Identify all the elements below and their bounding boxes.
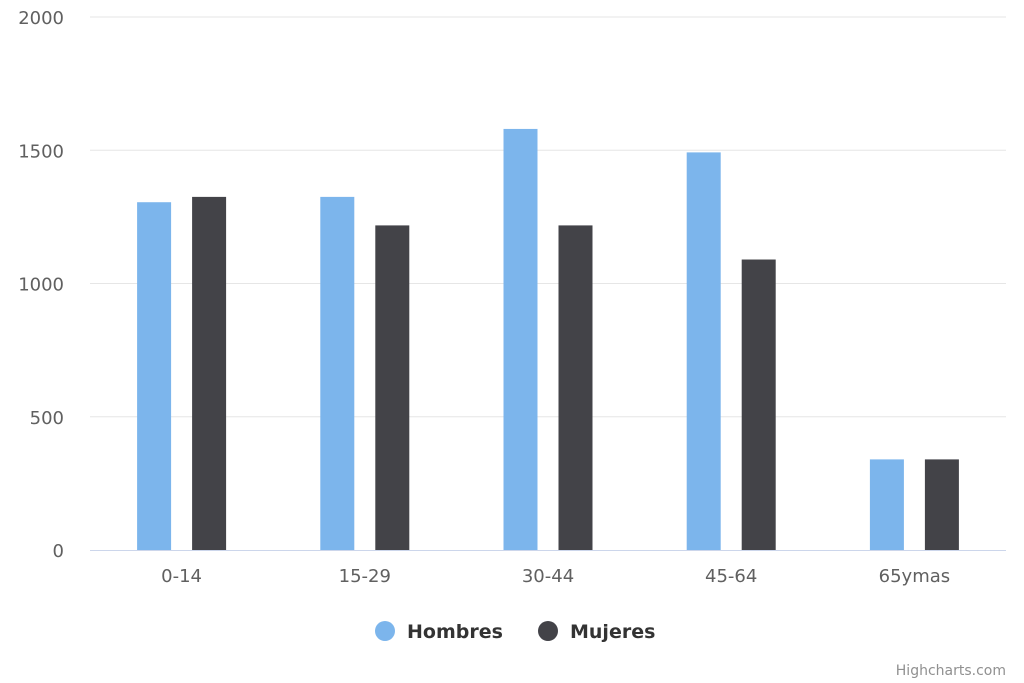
bar-hombres-45-64[interactable]: [686, 152, 721, 550]
y-tick-label: 0: [53, 541, 64, 562]
legend-label: Mujeres: [570, 621, 655, 643]
bar-hombres-30-44[interactable]: [503, 128, 538, 550]
x-axis-labels: 0-14 15-29 30-44 45-64 65ymas: [161, 566, 950, 587]
bar-hombres-65ymas[interactable]: [869, 459, 904, 550]
legend-marker-icon: [375, 621, 395, 641]
grid-lines: [90, 16, 1006, 418]
legend-marker-icon: [538, 621, 558, 641]
x-tick-label: 30-44: [522, 566, 574, 587]
legend-label: Hombres: [407, 621, 503, 643]
y-axis-labels: 0 500 1000 1500 2000: [18, 8, 64, 562]
x-tick-label: 45-64: [705, 566, 757, 587]
x-tick-label: 15-29: [339, 566, 391, 587]
credits-link[interactable]: Highcharts.com: [896, 663, 1006, 679]
legend: Hombres Mujeres: [375, 621, 655, 643]
bar-mujeres-0-14[interactable]: [192, 196, 227, 550]
x-tick-label: 0-14: [161, 566, 202, 587]
legend-item-hombres[interactable]: Hombres: [375, 621, 503, 643]
bar-mujeres-30-44[interactable]: [558, 225, 593, 550]
legend-item-mujeres[interactable]: Mujeres: [538, 621, 655, 643]
bar-mujeres-45-64[interactable]: [741, 259, 776, 550]
bar-hombres-15-29[interactable]: [320, 196, 355, 550]
x-tick-label: 65ymas: [879, 566, 951, 587]
y-tick-label: 1000: [18, 275, 64, 296]
y-tick-label: 2000: [18, 8, 64, 29]
bar-mujeres-65ymas[interactable]: [924, 459, 959, 550]
bar-mujeres-15-29[interactable]: [375, 225, 410, 550]
y-tick-label: 500: [30, 408, 64, 429]
bars: [137, 128, 959, 550]
y-tick-label: 1500: [18, 141, 64, 162]
bar-hombres-0-14[interactable]: [137, 202, 172, 550]
